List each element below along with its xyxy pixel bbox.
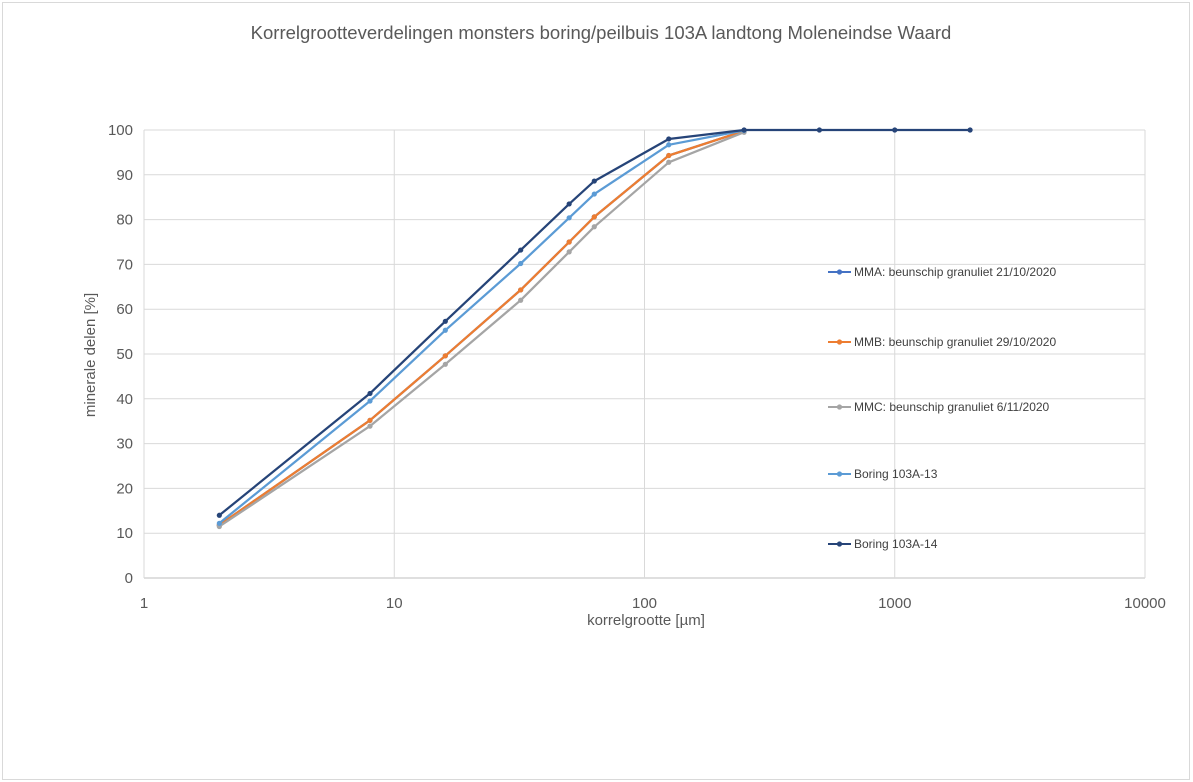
data-point	[666, 152, 672, 159]
y-tick-label: 70	[116, 256, 133, 273]
y-tick-label: 0	[125, 570, 133, 587]
grain-size-chart: Korrelgrootteverdelingen monsters boring…	[82, 22, 1166, 629]
legend-marker	[836, 339, 843, 345]
x-axis-ticks: 1 10 100 1000 10000	[140, 595, 1166, 612]
series-line	[218, 129, 745, 527]
data-point	[591, 224, 597, 230]
x-tick-label: 1000	[878, 595, 911, 612]
legend-label: MMA: beunschip granuliet 21/10/2020	[854, 265, 1056, 279]
data-point	[892, 127, 898, 133]
legend-item: Boring 103A-13	[828, 467, 938, 481]
legend-label: MMC: beunschip granuliet 6/11/2020	[854, 400, 1050, 414]
y-tick-label: 60	[116, 301, 133, 318]
data-point	[518, 247, 524, 253]
data-point	[216, 520, 222, 526]
legend-item: MMC: beunschip granuliet 6/11/2020	[828, 400, 1050, 414]
y-axis-label: minerale delen [%]	[82, 293, 99, 417]
data-point	[591, 214, 597, 220]
legend-label: MMB: beunschip granuliet 29/10/2020	[854, 335, 1056, 349]
x-tick-label: 1	[140, 595, 148, 612]
data-point	[216, 512, 222, 518]
x-tick-label: 100	[632, 595, 657, 612]
y-tick-label: 10	[116, 525, 133, 542]
series-5	[216, 127, 973, 518]
series-line	[218, 129, 745, 527]
series-3	[216, 129, 747, 530]
x-axis-label: korrelgrootte [µm]	[587, 612, 705, 629]
x-tick-label: 10000	[1124, 595, 1166, 612]
y-tick-label: 80	[116, 212, 133, 229]
data-point	[518, 287, 524, 293]
y-tick-label: 100	[108, 122, 133, 139]
legend: MMA: beunschip granuliet 21/10/2020 MMB: …	[828, 265, 1056, 551]
series-4	[216, 127, 747, 526]
chart-title: Korrelgrootteverdelingen monsters boring…	[251, 22, 952, 43]
x-tick-label: 10	[386, 595, 403, 612]
data-point	[442, 353, 448, 359]
series-line	[218, 129, 745, 525]
series-1	[216, 128, 747, 528]
y-tick-label: 40	[116, 391, 133, 408]
data-point	[367, 398, 373, 404]
legend-item: MMA: beunschip granuliet 21/10/2020	[828, 265, 1056, 279]
legend-marker	[836, 269, 843, 275]
data-point	[442, 327, 448, 333]
data-point	[666, 159, 672, 165]
data-point	[591, 178, 597, 184]
legend-label: Boring 103A-13	[854, 467, 938, 481]
legend-item: MMB: beunschip granuliet 29/10/2020	[828, 335, 1056, 349]
y-tick-label: 30	[116, 436, 133, 453]
y-tick-label: 20	[116, 480, 133, 497]
data-point	[518, 260, 524, 267]
data-point	[367, 417, 373, 423]
data-point	[442, 318, 448, 324]
legend-marker	[836, 541, 843, 547]
y-tick-label: 50	[116, 346, 133, 363]
legend-item: Boring 103A-14	[828, 537, 938, 551]
data-point	[566, 201, 572, 207]
data-point	[367, 390, 373, 397]
data-point	[591, 191, 597, 197]
y-tick-label: 90	[116, 167, 133, 184]
data-point	[666, 136, 672, 142]
data-point	[518, 297, 524, 303]
data-point	[566, 215, 572, 221]
series-line	[218, 131, 745, 528]
series-2	[216, 128, 747, 528]
data-point	[967, 127, 973, 133]
data-point	[566, 239, 572, 245]
series-line	[218, 128, 971, 517]
data-point	[666, 142, 672, 148]
data-point	[367, 423, 373, 429]
legend-marker	[836, 471, 843, 477]
data-point	[442, 361, 448, 367]
data-point	[741, 127, 747, 133]
data-point	[566, 249, 572, 255]
y-axis-ticks: 0 10 20 30 40 50 60 70 80 90 100	[108, 122, 133, 587]
legend-marker	[836, 404, 843, 410]
legend-label: Boring 103A-14	[854, 537, 938, 551]
gridlines	[143, 129, 1146, 579]
data-series	[216, 127, 973, 530]
data-point	[816, 127, 823, 133]
